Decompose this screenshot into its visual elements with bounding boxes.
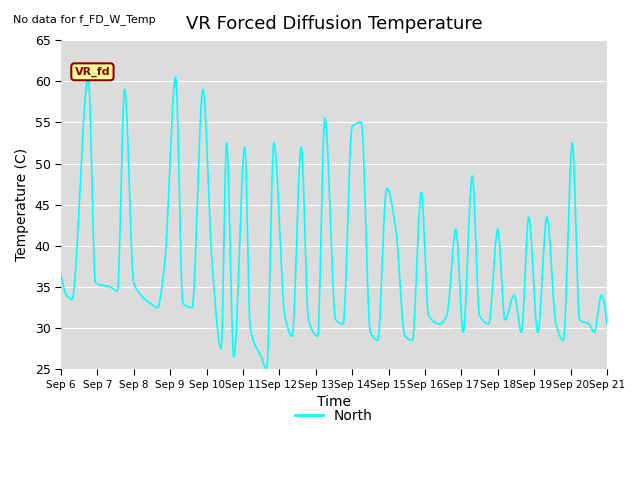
Legend: North: North — [289, 403, 378, 428]
Y-axis label: Temperature (C): Temperature (C) — [15, 148, 29, 261]
Text: No data for f_FD_W_Temp: No data for f_FD_W_Temp — [13, 14, 156, 25]
Text: VR_fd: VR_fd — [75, 67, 110, 77]
X-axis label: Time: Time — [317, 395, 351, 409]
Title: VR Forced Diffusion Temperature: VR Forced Diffusion Temperature — [186, 15, 483, 33]
